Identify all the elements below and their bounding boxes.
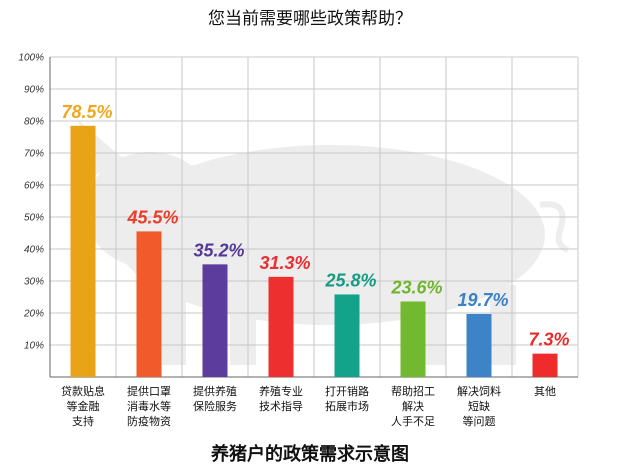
- x-tick-label: 提供养殖: [193, 384, 237, 398]
- y-tick-label: 80%: [24, 117, 44, 128]
- x-tick-label: 防疫物资: [127, 414, 171, 428]
- y-tick-label: 60%: [24, 181, 44, 192]
- y-tick-label: 100%: [18, 53, 44, 64]
- y-tick-label: 10%: [24, 341, 44, 352]
- bar: [70, 125, 96, 377]
- x-tick-label: 支持: [72, 414, 94, 428]
- x-tick-label: 贷款贴息: [61, 384, 105, 398]
- data-label: 35.2%: [193, 240, 244, 260]
- x-tick-label: 打开销路: [325, 384, 369, 398]
- data-label: 31.3%: [259, 253, 310, 273]
- data-label: 19.7%: [457, 290, 508, 310]
- y-tick-label: 70%: [24, 149, 44, 160]
- data-label: 23.6%: [390, 277, 442, 297]
- bar: [400, 301, 426, 377]
- x-tick-label: 养殖专业: [259, 384, 303, 398]
- x-tick-label: 其他: [534, 385, 556, 398]
- data-label: 25.8%: [324, 270, 376, 290]
- x-tick-label: 拓展市场: [325, 399, 369, 413]
- x-tick-label: 解决饲料: [457, 384, 501, 398]
- y-tick-label: 20%: [23, 309, 44, 320]
- x-tick-label: 人手不足: [391, 414, 435, 428]
- bar: [466, 313, 492, 377]
- x-tick-label: 提供口罩: [127, 384, 171, 398]
- x-tick-label: 解决: [402, 399, 424, 413]
- bar: [202, 264, 228, 377]
- data-label: 78.5%: [61, 102, 112, 122]
- bar: [136, 231, 162, 377]
- x-tick-label: 短缺: [468, 399, 490, 413]
- bar: [334, 294, 360, 377]
- y-tick-label: 30%: [24, 277, 44, 288]
- bar: [268, 276, 294, 377]
- data-label: 45.5%: [126, 207, 178, 227]
- chart-title: 您当前需要哪些政策帮助？: [208, 9, 412, 29]
- x-tick-label: 帮助招工: [391, 384, 435, 398]
- y-tick-label: 90%: [24, 85, 44, 96]
- data-labels: 78.5% 45.5% 35.2% 31.3% 25.8% 23.6% 19.7% 7.3%: [61, 102, 569, 350]
- x-tick-label: 技术指导: [259, 399, 303, 413]
- y-tick-label: 40%: [24, 245, 44, 256]
- bar: [532, 353, 558, 377]
- x-tick-label: 消毒水等: [127, 399, 171, 413]
- y-axis-ticks: 100% 90% 80% 70% 60% 50% 40% 30% 20% 10%: [18, 53, 44, 352]
- data-label: 7.3%: [528, 330, 569, 350]
- x-tick-label: 等问题: [463, 414, 496, 428]
- y-tick-label: 50%: [24, 213, 44, 224]
- x-tick-label: 等金融: [67, 399, 100, 413]
- chart-caption: 养猪户的政策需求示意图: [210, 443, 409, 465]
- bars: [70, 125, 558, 377]
- x-tick-label: 保险服务: [193, 399, 237, 413]
